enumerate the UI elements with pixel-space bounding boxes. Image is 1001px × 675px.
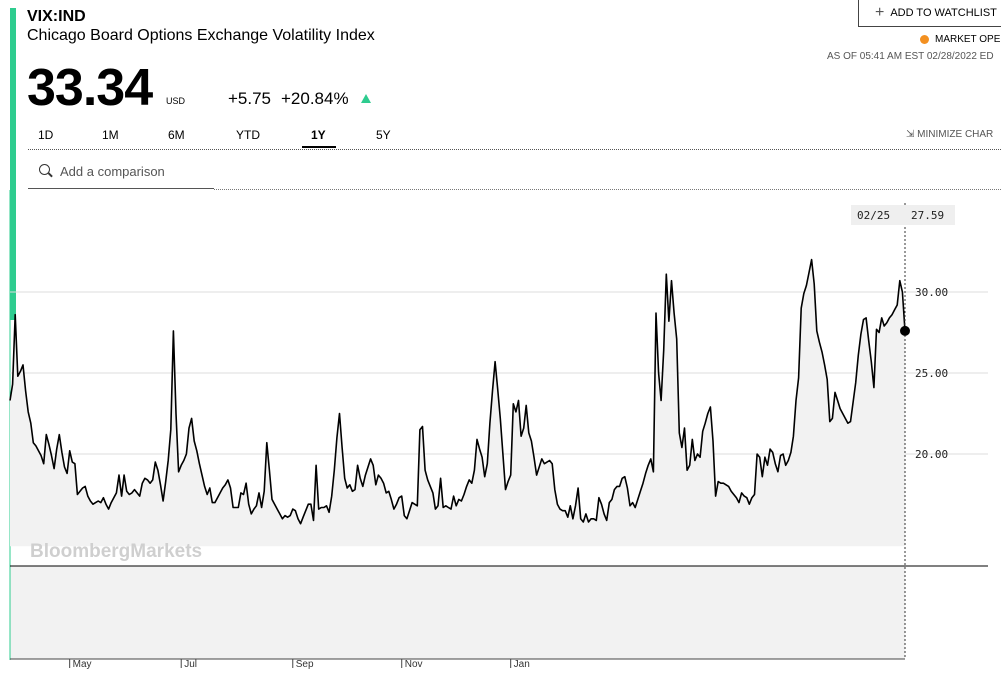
tabs-divider	[28, 149, 1001, 150]
y-tick-label: 25.00	[915, 367, 948, 380]
up-arrow-icon	[361, 94, 371, 103]
y-axis: 20.00 25.00 30.00	[915, 286, 948, 461]
x-tick-label: Jul	[184, 659, 197, 670]
minimize-chart-button[interactable]: ⇲ MINIMIZE CHAR	[906, 129, 993, 140]
price-area	[10, 259, 905, 547]
y-tick-label: 30.00	[915, 286, 948, 299]
tab-ytd[interactable]: YTD	[236, 128, 260, 142]
accent-bar	[10, 8, 16, 320]
tab-5y[interactable]: 5Y	[376, 128, 391, 142]
tab-6m[interactable]: 6M	[168, 128, 185, 142]
active-tab-indicator	[302, 146, 336, 148]
tab-1d[interactable]: 1D	[38, 128, 54, 142]
add-to-watchlist-label: ADD TO WATCHLIST	[890, 7, 997, 19]
comparison-search-input[interactable]	[60, 162, 210, 180]
tab-1y[interactable]: 1Y	[311, 128, 326, 142]
market-status-dot-icon	[920, 35, 929, 44]
ticker-symbol: VIX:IND	[27, 8, 86, 25]
watermark: BloombergMarkets	[30, 541, 202, 562]
tab-1m[interactable]: 1M	[102, 128, 119, 142]
market-status: MARKET OPE	[935, 34, 1001, 45]
x-tick-label: Sep	[296, 659, 314, 670]
as-of-timestamp: AS OF 05:41 AM EST 02/28/2022 ED	[827, 51, 994, 62]
price-line	[9, 258, 906, 525]
plus-icon: +	[875, 4, 885, 21]
lower-panel	[10, 566, 905, 659]
crosshair-label-box	[851, 205, 955, 225]
crosshair-value: 27.59	[911, 209, 944, 222]
minimize-icon: ⇲	[906, 129, 915, 140]
currency-label: USD	[166, 96, 186, 106]
security-name: Chicago Board Options Exchange Volatilit…	[27, 27, 375, 44]
last-point-marker	[900, 325, 910, 336]
price-change: +5.75	[228, 89, 272, 108]
add-to-watchlist-button[interactable]: + ADD TO WATCHLIST	[858, 0, 1001, 27]
minimize-label: MINIMIZE CHAR	[917, 129, 994, 140]
search-underline	[28, 188, 214, 189]
x-tick-label: Nov	[405, 659, 423, 670]
price-change-percent: +20.84%	[281, 89, 349, 108]
crosshair-date: 02/25	[857, 209, 890, 222]
chart-top-divider	[214, 189, 1001, 190]
y-tick-label: 20.00	[915, 448, 948, 461]
x-tick-label: Jan	[514, 659, 530, 670]
x-axis: May Jul Sep Nov Jan	[69, 659, 530, 670]
last-price: 33.34	[27, 59, 153, 117]
x-tick-label: May	[73, 659, 92, 670]
search-icon	[39, 164, 50, 175]
